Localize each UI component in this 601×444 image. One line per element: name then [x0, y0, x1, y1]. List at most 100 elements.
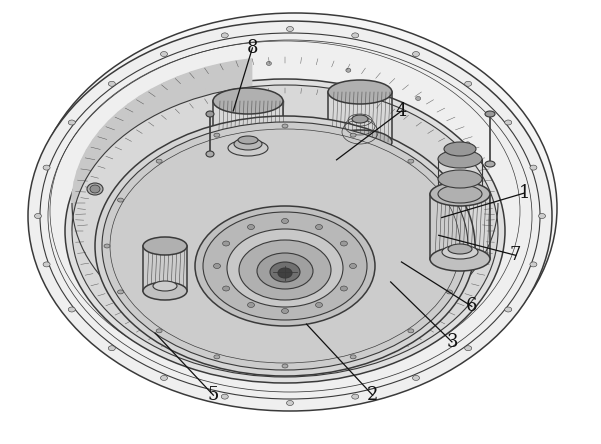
Polygon shape	[75, 170, 78, 210]
Ellipse shape	[153, 281, 177, 291]
Ellipse shape	[408, 159, 414, 163]
Ellipse shape	[69, 307, 75, 312]
Text: 3: 3	[446, 333, 458, 351]
Ellipse shape	[239, 240, 331, 300]
Ellipse shape	[350, 133, 356, 137]
Ellipse shape	[430, 182, 490, 206]
Text: 5: 5	[208, 386, 219, 404]
Ellipse shape	[33, 13, 557, 403]
Ellipse shape	[350, 355, 356, 359]
Ellipse shape	[108, 81, 115, 86]
Ellipse shape	[340, 241, 347, 246]
Ellipse shape	[438, 150, 482, 168]
Polygon shape	[164, 77, 177, 111]
Ellipse shape	[127, 113, 132, 117]
Ellipse shape	[160, 376, 168, 381]
Ellipse shape	[505, 307, 511, 312]
Ellipse shape	[221, 33, 228, 38]
Ellipse shape	[69, 120, 75, 125]
Ellipse shape	[447, 290, 453, 294]
Ellipse shape	[465, 142, 470, 146]
Ellipse shape	[487, 198, 492, 202]
Ellipse shape	[538, 214, 546, 218]
Ellipse shape	[160, 52, 168, 56]
Ellipse shape	[444, 142, 476, 156]
Ellipse shape	[352, 115, 368, 123]
Ellipse shape	[438, 185, 482, 203]
Polygon shape	[81, 150, 87, 188]
Ellipse shape	[460, 244, 466, 248]
Ellipse shape	[350, 263, 356, 269]
Ellipse shape	[328, 130, 392, 154]
Text: 1: 1	[518, 184, 530, 202]
Ellipse shape	[214, 133, 220, 137]
Ellipse shape	[281, 309, 288, 313]
Ellipse shape	[118, 198, 124, 202]
Ellipse shape	[340, 286, 347, 291]
Ellipse shape	[65, 79, 505, 383]
Ellipse shape	[221, 394, 228, 399]
Text: 7: 7	[510, 246, 521, 264]
Polygon shape	[128, 96, 139, 132]
Polygon shape	[78, 160, 81, 198]
Ellipse shape	[352, 394, 359, 399]
Ellipse shape	[214, 355, 220, 359]
Ellipse shape	[412, 52, 419, 56]
Ellipse shape	[266, 61, 272, 65]
Ellipse shape	[465, 346, 472, 351]
Ellipse shape	[287, 400, 293, 405]
Polygon shape	[236, 59, 252, 89]
Ellipse shape	[43, 262, 50, 267]
Ellipse shape	[328, 80, 392, 104]
Ellipse shape	[88, 163, 93, 167]
Ellipse shape	[108, 346, 115, 351]
Ellipse shape	[222, 241, 230, 246]
Ellipse shape	[28, 21, 552, 411]
Ellipse shape	[465, 81, 472, 86]
Ellipse shape	[530, 262, 537, 267]
Ellipse shape	[412, 376, 419, 381]
Ellipse shape	[416, 96, 421, 100]
Ellipse shape	[530, 165, 537, 170]
Ellipse shape	[448, 244, 472, 254]
Ellipse shape	[447, 198, 453, 202]
Polygon shape	[139, 89, 151, 124]
Ellipse shape	[282, 364, 288, 368]
Ellipse shape	[485, 111, 495, 117]
Ellipse shape	[316, 302, 323, 308]
Ellipse shape	[352, 33, 359, 38]
Ellipse shape	[442, 245, 478, 259]
Text: 8: 8	[246, 39, 258, 57]
Ellipse shape	[238, 136, 258, 144]
Polygon shape	[93, 131, 100, 168]
Ellipse shape	[213, 143, 283, 169]
Ellipse shape	[118, 290, 124, 294]
Ellipse shape	[281, 218, 288, 223]
Ellipse shape	[206, 151, 214, 157]
Text: 2: 2	[367, 386, 378, 404]
Ellipse shape	[287, 27, 293, 32]
Ellipse shape	[34, 214, 41, 218]
Ellipse shape	[195, 206, 375, 326]
Ellipse shape	[430, 247, 490, 271]
Polygon shape	[100, 121, 109, 159]
Polygon shape	[151, 83, 164, 117]
Polygon shape	[192, 67, 206, 100]
Ellipse shape	[257, 253, 313, 289]
Ellipse shape	[222, 286, 230, 291]
Polygon shape	[206, 64, 221, 95]
Ellipse shape	[213, 263, 221, 269]
Polygon shape	[118, 104, 128, 140]
Ellipse shape	[104, 244, 110, 248]
Polygon shape	[87, 140, 93, 178]
Ellipse shape	[228, 140, 268, 156]
Ellipse shape	[346, 68, 351, 72]
Ellipse shape	[278, 268, 292, 278]
Ellipse shape	[270, 262, 300, 282]
Ellipse shape	[87, 183, 103, 195]
Ellipse shape	[143, 282, 187, 300]
Ellipse shape	[227, 229, 343, 307]
Ellipse shape	[316, 225, 323, 230]
Polygon shape	[177, 72, 192, 105]
Ellipse shape	[248, 225, 254, 230]
